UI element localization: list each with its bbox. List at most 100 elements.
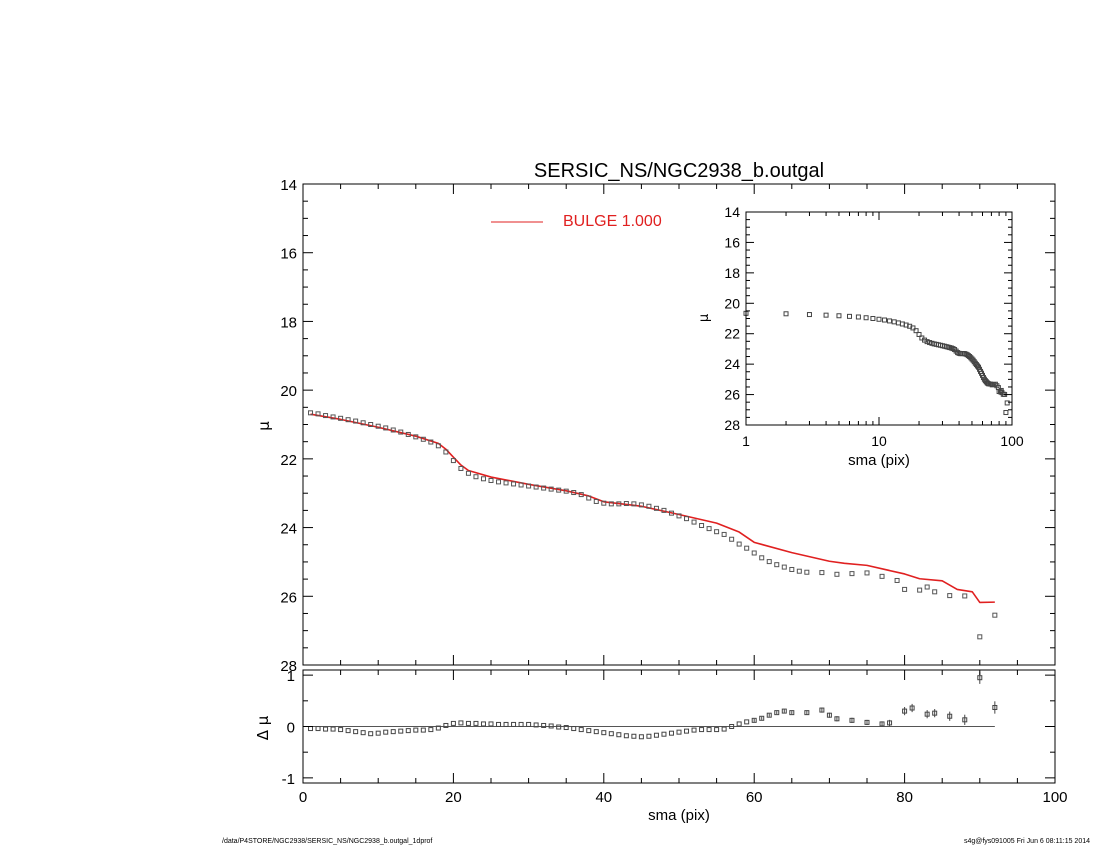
data-point xyxy=(533,484,539,490)
data-point xyxy=(330,414,336,420)
residual-point xyxy=(458,720,464,726)
data-point xyxy=(653,505,659,511)
data-point xyxy=(473,474,479,480)
x-tick-label: 100 xyxy=(1042,789,1067,806)
data-point xyxy=(804,569,810,575)
residual-point xyxy=(526,721,532,727)
residual-point xyxy=(992,704,998,710)
residual-point xyxy=(676,729,682,735)
inset-data-point xyxy=(870,316,876,321)
data-point xyxy=(924,584,930,590)
inset-x-tick-label: 100 xyxy=(1000,433,1024,449)
data-point xyxy=(338,415,344,421)
data-point xyxy=(420,436,426,442)
residual-point xyxy=(751,717,757,723)
residual-point xyxy=(661,731,667,737)
data-point xyxy=(849,571,855,577)
residual-point xyxy=(879,721,885,727)
main-y-tick-label: 16 xyxy=(280,246,297,263)
residual-point xyxy=(488,721,494,727)
data-point xyxy=(894,577,900,583)
residual-point xyxy=(909,705,915,711)
residual-point xyxy=(766,712,772,718)
data-point xyxy=(413,434,419,440)
x-tick-label: 60 xyxy=(746,789,763,806)
inset-data-point xyxy=(910,325,916,331)
data-point xyxy=(563,488,569,494)
data-point xyxy=(796,568,802,574)
data-point xyxy=(375,423,381,429)
residual-point xyxy=(586,728,592,734)
residual-y-tick-label: 0 xyxy=(287,720,295,737)
inset-data-point xyxy=(916,331,922,337)
residual-y-tick-label: 1 xyxy=(287,668,295,685)
data-point xyxy=(345,417,351,423)
inset-data-point xyxy=(1003,410,1009,416)
data-point xyxy=(774,562,780,568)
data-point xyxy=(992,612,998,618)
data-point xyxy=(691,519,697,525)
residual-point xyxy=(924,711,930,717)
residual-point xyxy=(345,728,351,734)
data-point xyxy=(315,411,321,417)
data-point xyxy=(638,502,644,508)
data-point xyxy=(699,523,705,529)
residual-point xyxy=(315,726,321,732)
data-point xyxy=(676,513,682,519)
data-point xyxy=(511,481,517,487)
residual-point xyxy=(465,720,471,726)
residual-point xyxy=(864,719,870,725)
data-point xyxy=(631,501,637,507)
data-point xyxy=(428,439,434,445)
residual-point xyxy=(435,725,441,731)
data-point xyxy=(390,427,396,433)
main-y-tick-label: 26 xyxy=(280,589,297,606)
residual-point xyxy=(977,675,983,681)
main-y-tick-label: 18 xyxy=(280,314,297,331)
inset-data-point xyxy=(863,315,869,321)
data-point xyxy=(526,483,532,489)
residual-point xyxy=(849,717,855,723)
data-point xyxy=(947,593,953,599)
inset-data-point xyxy=(882,317,888,323)
data-point xyxy=(586,495,592,501)
data-point xyxy=(706,526,712,532)
data-point xyxy=(684,516,690,522)
data-point xyxy=(819,570,825,576)
inset-x-tick-label: 1 xyxy=(742,433,750,449)
x-axis-label: sma (pix) xyxy=(648,807,710,824)
data-point xyxy=(571,490,577,496)
residual-panel: 0 20 40 60 80 100 -101 sma (pix) Δ μ xyxy=(254,668,1068,824)
residual-point xyxy=(774,710,780,716)
data-point xyxy=(917,587,923,593)
data-point xyxy=(541,485,547,491)
data-point xyxy=(383,425,389,431)
main-y-axis-label: μ xyxy=(255,421,273,431)
main-y-tick-label: 22 xyxy=(280,452,297,469)
residual-point xyxy=(563,725,569,731)
residual-point xyxy=(556,724,562,730)
residual-point xyxy=(714,727,720,733)
data-point xyxy=(751,550,757,556)
residual-point xyxy=(646,733,652,739)
x-tick-label: 20 xyxy=(445,789,462,806)
legend-label: BULGE 1.000 xyxy=(563,213,662,230)
main-y-tick-label: 20 xyxy=(280,383,297,400)
inset-data-point xyxy=(806,312,812,318)
main-y-tick-label: 28 xyxy=(280,658,297,675)
data-point xyxy=(781,564,787,570)
inset-data-point xyxy=(1004,400,1010,406)
inset-data-point xyxy=(823,312,829,318)
inset-y-tick-label: 24 xyxy=(724,356,740,372)
residual-point xyxy=(826,712,832,718)
data-point xyxy=(623,501,629,507)
inset-data-point xyxy=(887,318,893,324)
residual-point xyxy=(691,727,697,733)
data-point xyxy=(932,589,938,595)
data-point xyxy=(668,510,674,516)
residual-point xyxy=(383,729,389,735)
data-point xyxy=(465,470,471,476)
data-point xyxy=(308,410,314,416)
residual-point xyxy=(736,721,742,727)
inset-y-tick-label: 22 xyxy=(724,326,740,342)
